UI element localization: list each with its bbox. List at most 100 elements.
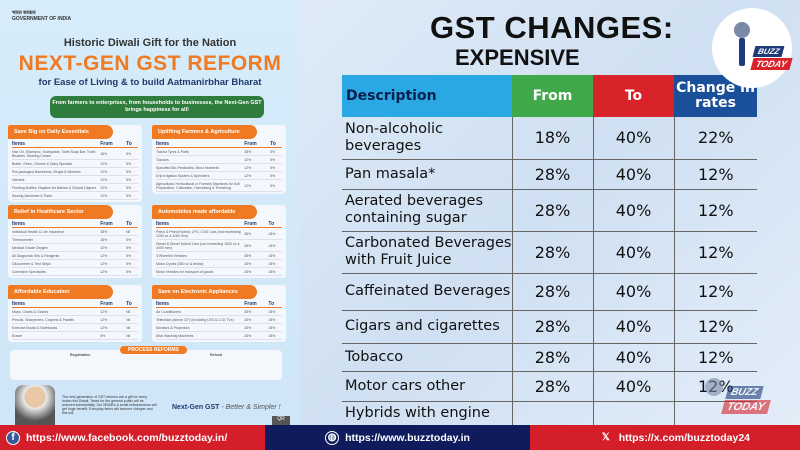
cell-from	[511, 401, 593, 427]
refund-label: Refund	[210, 353, 223, 357]
watermark-buzz: BUZZ	[725, 386, 764, 399]
card-cell: 3 Wheeled Vehicles	[156, 251, 245, 260]
x-url[interactable]: https://x.com/buzztoday24	[618, 431, 750, 444]
card-cell: 5%	[126, 235, 138, 244]
card-cell: 18%	[100, 227, 127, 236]
card-cell: Nil	[126, 307, 138, 316]
card-cell: 12%	[100, 159, 127, 168]
card-cell: Maps, Charts & Globes	[12, 307, 101, 316]
gst-reform-poster: भारत सरकार GOVERNMENT OF INDIA Historic …	[0, 0, 300, 425]
microphone-icon	[734, 22, 750, 38]
card-cell: Pencils, Sharpeners, Crayons & Pastels	[12, 315, 101, 324]
card-cell: Feeding Bottles, Napkins for Babies & Cl…	[12, 183, 101, 192]
col-items: Items	[12, 221, 101, 228]
card-cell: 5%	[126, 191, 138, 200]
card-cell: 5%	[126, 267, 138, 276]
card-table: Items From To Tractor Tyres & Parts 18% 5% Tra…	[156, 141, 282, 192]
gst-changes-table: Description From To Change in rates Non-…	[342, 75, 757, 427]
card-cell: 18%	[268, 323, 282, 332]
cell-from: 28%	[511, 159, 593, 190]
header-description: Description	[342, 75, 512, 117]
tagline-bold: Next-Gen GST	[172, 404, 220, 411]
card-cell: 12%	[244, 155, 271, 164]
card-cell: Utensils	[12, 175, 101, 184]
facebook-url[interactable]: https://www.facebook.com/buzztoday.in/	[26, 431, 228, 444]
website-url[interactable]: https://www.buzztoday.in	[345, 431, 470, 444]
facebook-link[interactable]: f https://www.facebook.com/buzztoday.in/	[0, 425, 265, 450]
card-cell: 12%	[100, 267, 127, 276]
card-row: Drip Irrigation System & Sprinklers 12% 5%	[156, 171, 282, 180]
process-reforms-tag: PROCESS REFORMS	[120, 346, 187, 354]
card-cell: 18%	[268, 251, 282, 260]
card-cell: 5%	[126, 175, 138, 184]
col-to: To	[270, 141, 282, 148]
card-row: Sewing Machines & Parts 12% 5%	[12, 191, 138, 200]
cell-to	[592, 401, 674, 427]
card-row: Maps, Charts & Globes 12% Nil	[12, 307, 138, 316]
table-row: Hybrids with engine	[342, 401, 757, 427]
table-row: Tobacco 28% 40% 12%	[342, 343, 757, 372]
card-cell: 5%	[270, 163, 282, 172]
card-title: Automobiles made affordable	[152, 205, 257, 219]
card-cell: 12%	[100, 251, 127, 260]
logo-buzz: BUZZ	[752, 46, 785, 57]
cell-to: 40%	[592, 231, 674, 274]
card-cell: 18%	[100, 147, 127, 160]
card-cell: Motor Cycles (350 cc & below)	[156, 259, 245, 268]
cell-description: Hybrids with engine	[342, 401, 512, 427]
card-cell: 12%	[100, 183, 127, 192]
registration-label: Registration	[70, 353, 91, 357]
poster-banner: From farmers to enterprises, from househ…	[50, 96, 264, 118]
cell-description: Cigars and cigarettes	[342, 310, 512, 344]
card-cell: 5%	[270, 179, 282, 192]
card-row: Glucometer & Test Strips 12% 5%	[12, 259, 138, 268]
card-cell: 18%	[268, 267, 282, 276]
cell-to: 40%	[592, 117, 674, 160]
cell-change: 22%	[673, 117, 757, 160]
card-cell: 28%	[244, 315, 269, 324]
poster-kicker: Historic Diwali Gift for the Nation	[63, 37, 237, 49]
card-title: Affordable Education	[8, 285, 113, 299]
cell-description: Non-alcoholic beverages	[342, 117, 512, 160]
card-title: Uplifting Farmers & Agriculture	[152, 125, 257, 139]
buzz-today-logo: BUZZ TODAY	[712, 8, 793, 88]
card-row: All Diagnostic Kits & Reagents 12% 5%	[12, 251, 138, 260]
cell-change: 12%	[673, 343, 757, 372]
card-cell: Nil	[126, 227, 138, 236]
table-row: Aerated beverages containing sugar 28% 40%…	[342, 189, 757, 232]
card-cell: 5%	[126, 251, 138, 260]
cell-to: 40%	[592, 189, 674, 232]
card-row: Medical Grade Oxygen 12% 5%	[12, 243, 138, 252]
card-cell: 12%	[100, 175, 127, 184]
card-row: Dish Washing Machines 28% 18%	[156, 331, 282, 340]
header-to: To	[593, 75, 674, 117]
card-row: Petrol & Petrol Hybrid, LPG, CNG Cars (n…	[156, 227, 282, 240]
card-cell: Medical Grade Oxygen	[12, 243, 101, 252]
poster-subtitle: for Ease of Living & to build Aatmanirbh…	[38, 77, 262, 88]
subheading: EXPENSIVE	[455, 45, 580, 70]
table-row: Non-alcoholic beverages 18% 40% 22%	[342, 117, 757, 160]
card-cell: 28%	[244, 331, 269, 340]
header-from: From	[512, 75, 593, 117]
card-cell: Television (above 32") (including LED & …	[156, 315, 245, 324]
card-cell: 28%	[244, 251, 269, 260]
card-cell: Nil	[126, 323, 138, 332]
card-cell: Specified Bio-Pesticides, Micro Nutrient…	[156, 163, 245, 172]
card-cell: Air Conditioners	[156, 307, 245, 316]
poster-title: NEXT-GEN GST REFORM	[18, 52, 282, 75]
col-items: Items	[12, 141, 101, 148]
poster-tagline: Next-Gen GST - Better & Simpler !	[172, 404, 281, 411]
col-from: From	[244, 221, 269, 228]
card-title: Save on Electronic Appliances	[152, 285, 257, 299]
card-cell: Thermometer	[12, 235, 101, 244]
col-to: To	[268, 221, 282, 228]
government-of-india-emblem: भारत सरकार GOVERNMENT OF INDIA	[12, 10, 72, 22]
card-cell: Corrective Spectacles	[12, 267, 101, 276]
tagline-rest: - Better & Simpler !	[219, 404, 281, 411]
prime-minister-photo	[15, 385, 55, 425]
card-cell: Sewing Machines & Parts	[12, 191, 101, 200]
card-cell: 5%	[126, 167, 138, 176]
card-row: Television (above 32") (including LED & …	[156, 315, 282, 324]
website-link[interactable]: ◍ https://www.buzztoday.in	[265, 425, 530, 450]
